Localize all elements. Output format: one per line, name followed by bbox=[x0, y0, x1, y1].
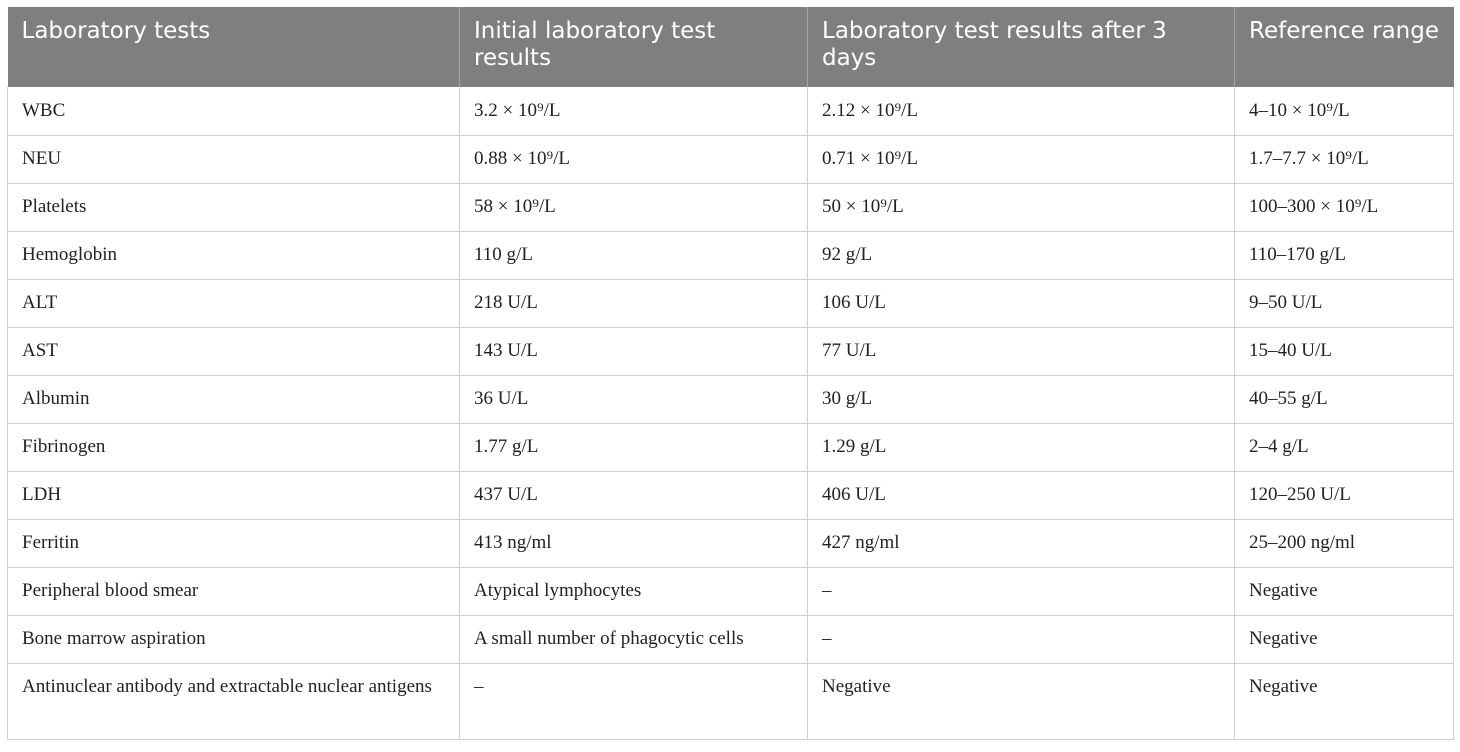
cell-initial-result: – bbox=[460, 663, 808, 739]
header-initial-results: Initial laboratory test results bbox=[460, 7, 808, 87]
cell-result-after-3-days: 106 U/L bbox=[808, 279, 1235, 327]
cell-reference-range: 120–250 U/L bbox=[1235, 471, 1454, 519]
cell-reference-range: 2–4 g/L bbox=[1235, 423, 1454, 471]
cell-initial-result: 1.77 g/L bbox=[460, 423, 808, 471]
cell-test-name: Albumin bbox=[8, 375, 460, 423]
table-body: WBC 3.2 × 10⁹/L 2.12 × 10⁹/L 4–10 × 10⁹/… bbox=[8, 87, 1454, 739]
cell-initial-result: 110 g/L bbox=[460, 231, 808, 279]
cell-test-name: Antinuclear antibody and extractable nuc… bbox=[8, 663, 460, 739]
lab-results-table: Laboratory tests Initial laboratory test… bbox=[7, 7, 1454, 740]
cell-test-name: Hemoglobin bbox=[8, 231, 460, 279]
cell-reference-range: 15–40 U/L bbox=[1235, 327, 1454, 375]
table-header: Laboratory tests Initial laboratory test… bbox=[8, 7, 1454, 87]
cell-result-after-3-days: 77 U/L bbox=[808, 327, 1235, 375]
cell-result-after-3-days: 92 g/L bbox=[808, 231, 1235, 279]
cell-reference-range: 9–50 U/L bbox=[1235, 279, 1454, 327]
header-results-after-3-days: Laboratory test results after 3 days bbox=[808, 7, 1235, 87]
table-row: AST 143 U/L 77 U/L 15–40 U/L bbox=[8, 327, 1454, 375]
table-row: WBC 3.2 × 10⁹/L 2.12 × 10⁹/L 4–10 × 10⁹/… bbox=[8, 87, 1454, 135]
cell-initial-result: 437 U/L bbox=[460, 471, 808, 519]
cell-test-name: NEU bbox=[8, 135, 460, 183]
cell-test-name: Bone marrow aspiration bbox=[8, 615, 460, 663]
cell-initial-result: 143 U/L bbox=[460, 327, 808, 375]
cell-reference-range: 40–55 g/L bbox=[1235, 375, 1454, 423]
cell-result-after-3-days: 2.12 × 10⁹/L bbox=[808, 87, 1235, 135]
table-row: NEU 0.88 × 10⁹/L 0.71 × 10⁹/L 1.7–7.7 × … bbox=[8, 135, 1454, 183]
table-row: ALT 218 U/L 106 U/L 9–50 U/L bbox=[8, 279, 1454, 327]
cell-result-after-3-days: – bbox=[808, 567, 1235, 615]
cell-result-after-3-days: 1.29 g/L bbox=[808, 423, 1235, 471]
cell-result-after-3-days: 0.71 × 10⁹/L bbox=[808, 135, 1235, 183]
table-row: Antinuclear antibody and extractable nuc… bbox=[8, 663, 1454, 739]
cell-reference-range: Negative bbox=[1235, 663, 1454, 739]
header-reference-range: Reference range bbox=[1235, 7, 1454, 87]
cell-result-after-3-days: 30 g/L bbox=[808, 375, 1235, 423]
cell-reference-range: 25–200 ng/ml bbox=[1235, 519, 1454, 567]
cell-result-after-3-days: 50 × 10⁹/L bbox=[808, 183, 1235, 231]
table-row: Bone marrow aspiration A small number of… bbox=[8, 615, 1454, 663]
cell-result-after-3-days: 427 ng/ml bbox=[808, 519, 1235, 567]
cell-reference-range: Negative bbox=[1235, 567, 1454, 615]
table-row: Platelets 58 × 10⁹/L 50 × 10⁹/L 100–300 … bbox=[8, 183, 1454, 231]
cell-reference-range: 1.7–7.7 × 10⁹/L bbox=[1235, 135, 1454, 183]
cell-reference-range: 100–300 × 10⁹/L bbox=[1235, 183, 1454, 231]
cell-initial-result: 58 × 10⁹/L bbox=[460, 183, 808, 231]
cell-reference-range: 4–10 × 10⁹/L bbox=[1235, 87, 1454, 135]
cell-initial-result: 218 U/L bbox=[460, 279, 808, 327]
lab-results-table-container: Laboratory tests Initial laboratory test… bbox=[7, 7, 1453, 740]
cell-test-name: LDH bbox=[8, 471, 460, 519]
cell-result-after-3-days: – bbox=[808, 615, 1235, 663]
header-row: Laboratory tests Initial laboratory test… bbox=[8, 7, 1454, 87]
table-row: LDH 437 U/L 406 U/L 120–250 U/L bbox=[8, 471, 1454, 519]
cell-test-name: Peripheral blood smear bbox=[8, 567, 460, 615]
cell-initial-result: A small number of phagocytic cells bbox=[460, 615, 808, 663]
cell-initial-result: 36 U/L bbox=[460, 375, 808, 423]
table-row: Albumin 36 U/L 30 g/L 40–55 g/L bbox=[8, 375, 1454, 423]
table-row: Ferritin 413 ng/ml 427 ng/ml 25–200 ng/m… bbox=[8, 519, 1454, 567]
table-row: Fibrinogen 1.77 g/L 1.29 g/L 2–4 g/L bbox=[8, 423, 1454, 471]
cell-test-name: AST bbox=[8, 327, 460, 375]
cell-result-after-3-days: 406 U/L bbox=[808, 471, 1235, 519]
cell-test-name: Platelets bbox=[8, 183, 460, 231]
cell-initial-result: 3.2 × 10⁹/L bbox=[460, 87, 808, 135]
cell-reference-range: 110–170 g/L bbox=[1235, 231, 1454, 279]
cell-initial-result: 413 ng/ml bbox=[460, 519, 808, 567]
cell-reference-range: Negative bbox=[1235, 615, 1454, 663]
table-row: Hemoglobin 110 g/L 92 g/L 110–170 g/L bbox=[8, 231, 1454, 279]
cell-initial-result: 0.88 × 10⁹/L bbox=[460, 135, 808, 183]
cell-test-name: WBC bbox=[8, 87, 460, 135]
table-row: Peripheral blood smear Atypical lymphocy… bbox=[8, 567, 1454, 615]
cell-initial-result: Atypical lymphocytes bbox=[460, 567, 808, 615]
cell-test-name: Fibrinogen bbox=[8, 423, 460, 471]
header-laboratory-tests: Laboratory tests bbox=[8, 7, 460, 87]
cell-result-after-3-days: Negative bbox=[808, 663, 1235, 739]
cell-test-name: ALT bbox=[8, 279, 460, 327]
cell-test-name: Ferritin bbox=[8, 519, 460, 567]
